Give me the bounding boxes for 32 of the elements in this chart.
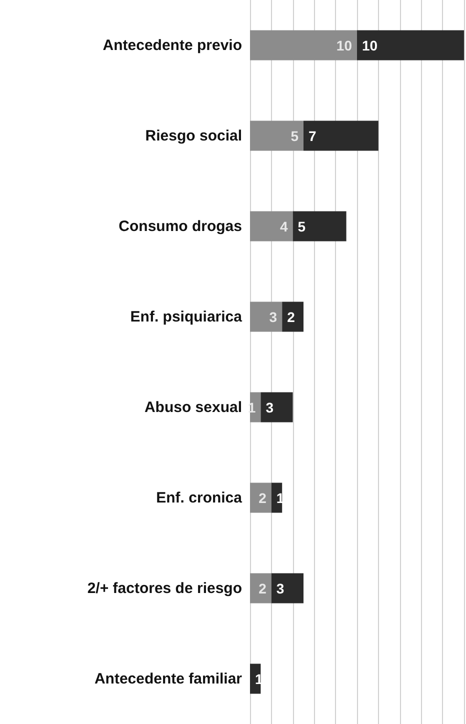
bar (250, 302, 282, 332)
data-label: 4 (280, 218, 288, 234)
data-label: 5 (298, 218, 306, 234)
y-tick-label: Riesgo social (145, 127, 242, 144)
bar (250, 30, 357, 60)
bar (250, 211, 293, 242)
data-label: 2 (258, 490, 267, 506)
bar (250, 120, 304, 151)
bar (357, 30, 464, 60)
bar (292, 211, 346, 242)
data-label: 10 (336, 37, 352, 54)
y-tick-label: Enf. cronica (156, 489, 243, 506)
data-label: 7 (308, 128, 316, 144)
y-tick-label: Consumo drogas (118, 218, 242, 235)
bar (250, 573, 272, 604)
bar (271, 573, 304, 604)
y-tick-label: 2/+ factores de riesgo (87, 580, 242, 597)
data-label: 5 (290, 128, 299, 144)
data-label: 3 (276, 580, 284, 596)
data-label: 3 (269, 308, 278, 325)
data-label: 3 (266, 399, 274, 416)
bar (250, 482, 272, 513)
data-label: 2 (287, 308, 296, 325)
bar (304, 120, 378, 151)
y-tick-label: Enf. psiquiarica (130, 308, 243, 326)
data-label: 2 (258, 580, 267, 596)
y-tick-label: Antecedente familiar (94, 670, 242, 688)
y-tick-label: Abuso sexual (144, 398, 242, 416)
bar (282, 302, 304, 332)
y-tick-label: Antecedente previo (102, 36, 242, 54)
data-label: 10 (362, 37, 378, 54)
bar (260, 392, 293, 422)
